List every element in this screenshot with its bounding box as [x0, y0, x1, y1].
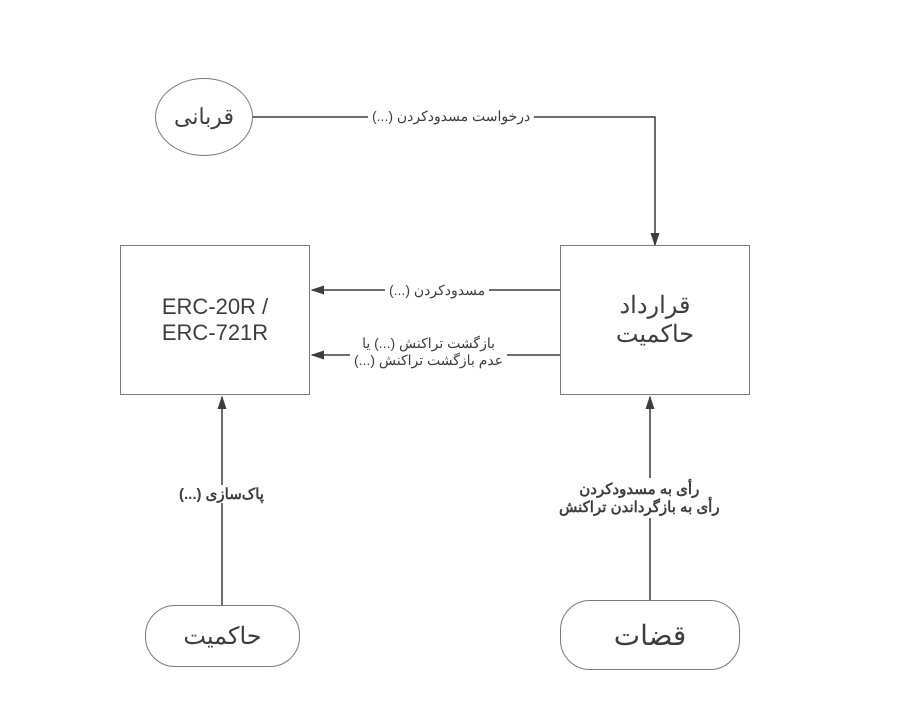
node-governance-contract: قرارداد حاکمیت [560, 245, 750, 395]
edge-label-line: رأی به بازگرداندن تراکنش [559, 498, 720, 516]
edge-label-revert: بازگشت تراکنش (...) یا عدم بازگشت تراکنش… [350, 335, 507, 369]
edge-label-text: مسدودکردن (...) [389, 282, 485, 298]
node-label: قربانی [174, 104, 234, 130]
edge-label-victim-to-gov: درخواست مسدودکردن (...) [368, 108, 534, 125]
edge-label-line: رأی به مسدودکردن [559, 480, 720, 498]
edge-label-text: درخواست مسدودکردن (...) [372, 108, 530, 124]
edge-label-cleanup: پاک‌سازی (...) [175, 485, 268, 503]
node-victim: قربانی [155, 78, 253, 156]
edge-label-line: بازگشت تراکنش (...) یا [354, 335, 503, 352]
node-label-line: ERC-20R / [162, 294, 268, 320]
edge-label-votes: رأی به مسدودکردن رأی به بازگرداندن تراکن… [555, 478, 724, 518]
node-governance: حاکمیت [145, 605, 300, 667]
edge-label-line: عدم بازگشت تراکنش (...) [354, 352, 503, 369]
edge-label-text: پاک‌سازی (...) [179, 486, 264, 503]
edge-label-freeze: مسدودکردن (...) [385, 282, 489, 299]
node-label-line: ERC-721R [162, 320, 268, 346]
node-label: قضات [614, 619, 687, 652]
node-label-line: قرارداد [616, 291, 694, 320]
node-erc: ERC-20R / ERC-721R [120, 245, 310, 395]
node-judges: قضات [560, 600, 740, 670]
node-label: حاکمیت [183, 622, 261, 651]
node-label-line: حاکمیت [616, 320, 694, 349]
flowchart-diagram: قربانی ERC-20R / ERC-721R قرارداد حاکمیت… [0, 0, 900, 722]
